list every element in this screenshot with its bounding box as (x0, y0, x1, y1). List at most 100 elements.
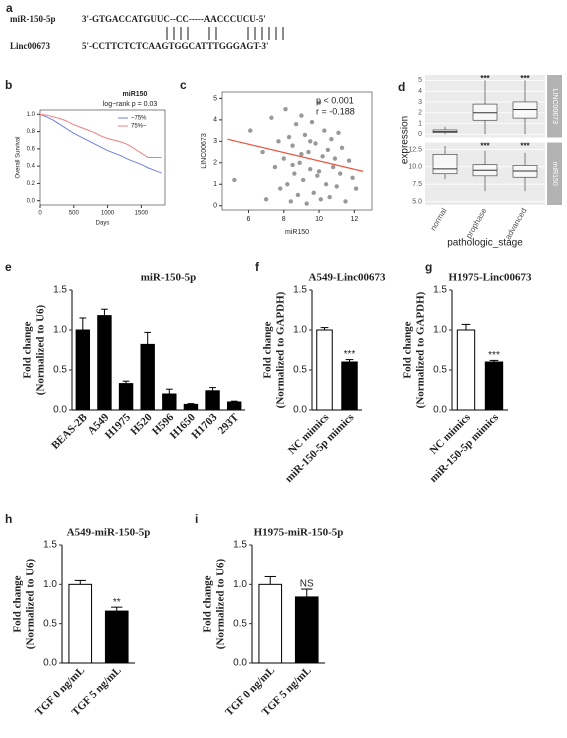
panel-label: c (180, 78, 187, 92)
x-tick-label: 12 (350, 216, 358, 223)
point (299, 152, 304, 157)
y-tick-label: 1.5 (433, 285, 447, 296)
point (283, 106, 288, 112)
bar (341, 361, 358, 411)
mirna-sequence: 3'-GTGACCATGUUC--CC-----AACCCUCU-5' (82, 14, 266, 24)
target-sequence: 5'-CCTTCTCTCAAGTGGCATTTGGGAGT-3' (82, 41, 269, 51)
point (263, 197, 269, 202)
chart-subtitle: log−rank p = 0.03 (103, 101, 158, 108)
y-tick-label: 2 (418, 110, 422, 117)
y-tick-label: 0.8 (27, 129, 36, 135)
facet-label: LINC00673 (551, 89, 558, 125)
y-tick-label: 1 (418, 120, 422, 127)
y-tick-label: 0.5 (43, 618, 57, 629)
x-tick-label: 0 (38, 211, 42, 217)
point (281, 156, 286, 161)
box (512, 101, 538, 119)
point (309, 119, 315, 125)
bar (316, 329, 333, 411)
x-tick-label: 1000 (101, 211, 115, 217)
point (336, 130, 341, 135)
point (285, 182, 290, 187)
y-axis-label: LINC00673 (201, 133, 208, 169)
survival-curve (39, 113, 162, 174)
panel-label: g (425, 260, 432, 274)
y-axis-label: Fold change (202, 575, 214, 632)
point (288, 199, 294, 204)
mirna-name: miR-150-5p (10, 14, 56, 24)
bar (118, 383, 134, 411)
point (318, 197, 324, 202)
point (286, 134, 292, 140)
box (432, 154, 458, 175)
y-axis-label: Overall Survival (16, 136, 22, 178)
significance: *** (480, 74, 490, 83)
bar (140, 343, 155, 411)
y-tick-label: 1.0 (233, 579, 247, 590)
y-tick-label: 5 (213, 95, 217, 102)
y-tick-label: 0.0 (433, 405, 447, 416)
chart-title: miR-150-5p (141, 272, 197, 284)
x-tick-label: 500 (69, 211, 80, 217)
y-tick-label: 1.0 (27, 112, 36, 118)
significance: *** (488, 350, 500, 361)
point (353, 186, 359, 191)
y-tick-label: 0.5 (433, 365, 447, 376)
chart-title: H1975-miR-150-5p (254, 527, 344, 539)
legend-label: ~75% (131, 116, 147, 122)
y-tick-label: 0.0 (27, 198, 36, 204)
x-axis-label: pathologic_stage (447, 238, 523, 249)
y-tick-label: 0.4 (27, 164, 36, 170)
y-axis-label: Fold change (22, 321, 34, 378)
x-tick-label: 6 (247, 216, 251, 223)
bar (294, 596, 319, 664)
point (320, 154, 325, 159)
point (339, 145, 345, 150)
target-name: Linc00673 (10, 41, 51, 51)
y-tick-label: 3 (213, 138, 217, 145)
chart-title: A549-Linc00673 (309, 272, 387, 284)
x-tick-label: BEAS-2B (49, 411, 90, 452)
x-tick-label: H520 (128, 411, 155, 438)
bar (104, 610, 129, 664)
bar (183, 403, 199, 411)
bar (484, 361, 504, 411)
point (276, 139, 281, 144)
point (293, 121, 299, 127)
y-tick-label: 5.0 (412, 198, 422, 205)
bar (68, 583, 93, 664)
bar (97, 315, 112, 411)
y-axis-label: Fold change (402, 321, 414, 378)
x-tick-label: normal (429, 206, 449, 232)
panel-label: a (6, 1, 13, 15)
y-tick-label: 0.2 (27, 181, 36, 187)
y-tick-label: 5 (418, 77, 422, 84)
point (290, 162, 295, 168)
point (343, 199, 348, 204)
significance: *** (480, 142, 490, 151)
point (329, 137, 334, 142)
survival-curve (39, 113, 162, 158)
point (325, 147, 331, 153)
bar (205, 390, 220, 411)
point (313, 141, 318, 146)
point (272, 164, 278, 170)
y-tick-label: 0.5 (53, 365, 67, 376)
y-tick-label: 0.0 (293, 405, 307, 416)
point (346, 158, 352, 163)
box (472, 103, 498, 121)
chart-title: A549-miR-150-5p (67, 527, 151, 539)
point (300, 177, 306, 183)
point (269, 115, 274, 120)
point (338, 171, 343, 176)
panel-label: e (5, 260, 12, 274)
y-tick-label: 1.5 (43, 540, 57, 551)
y-axis-label: (Normalized to U6) (25, 558, 37, 649)
point (297, 160, 302, 165)
y-axis-label: (Normalized to GAPDH) (275, 291, 287, 408)
y-tick-label: 1.5 (53, 285, 67, 296)
point (278, 186, 283, 191)
facet-strip (547, 142, 562, 205)
point (292, 171, 297, 176)
x-tick-label: 8 (282, 216, 286, 223)
